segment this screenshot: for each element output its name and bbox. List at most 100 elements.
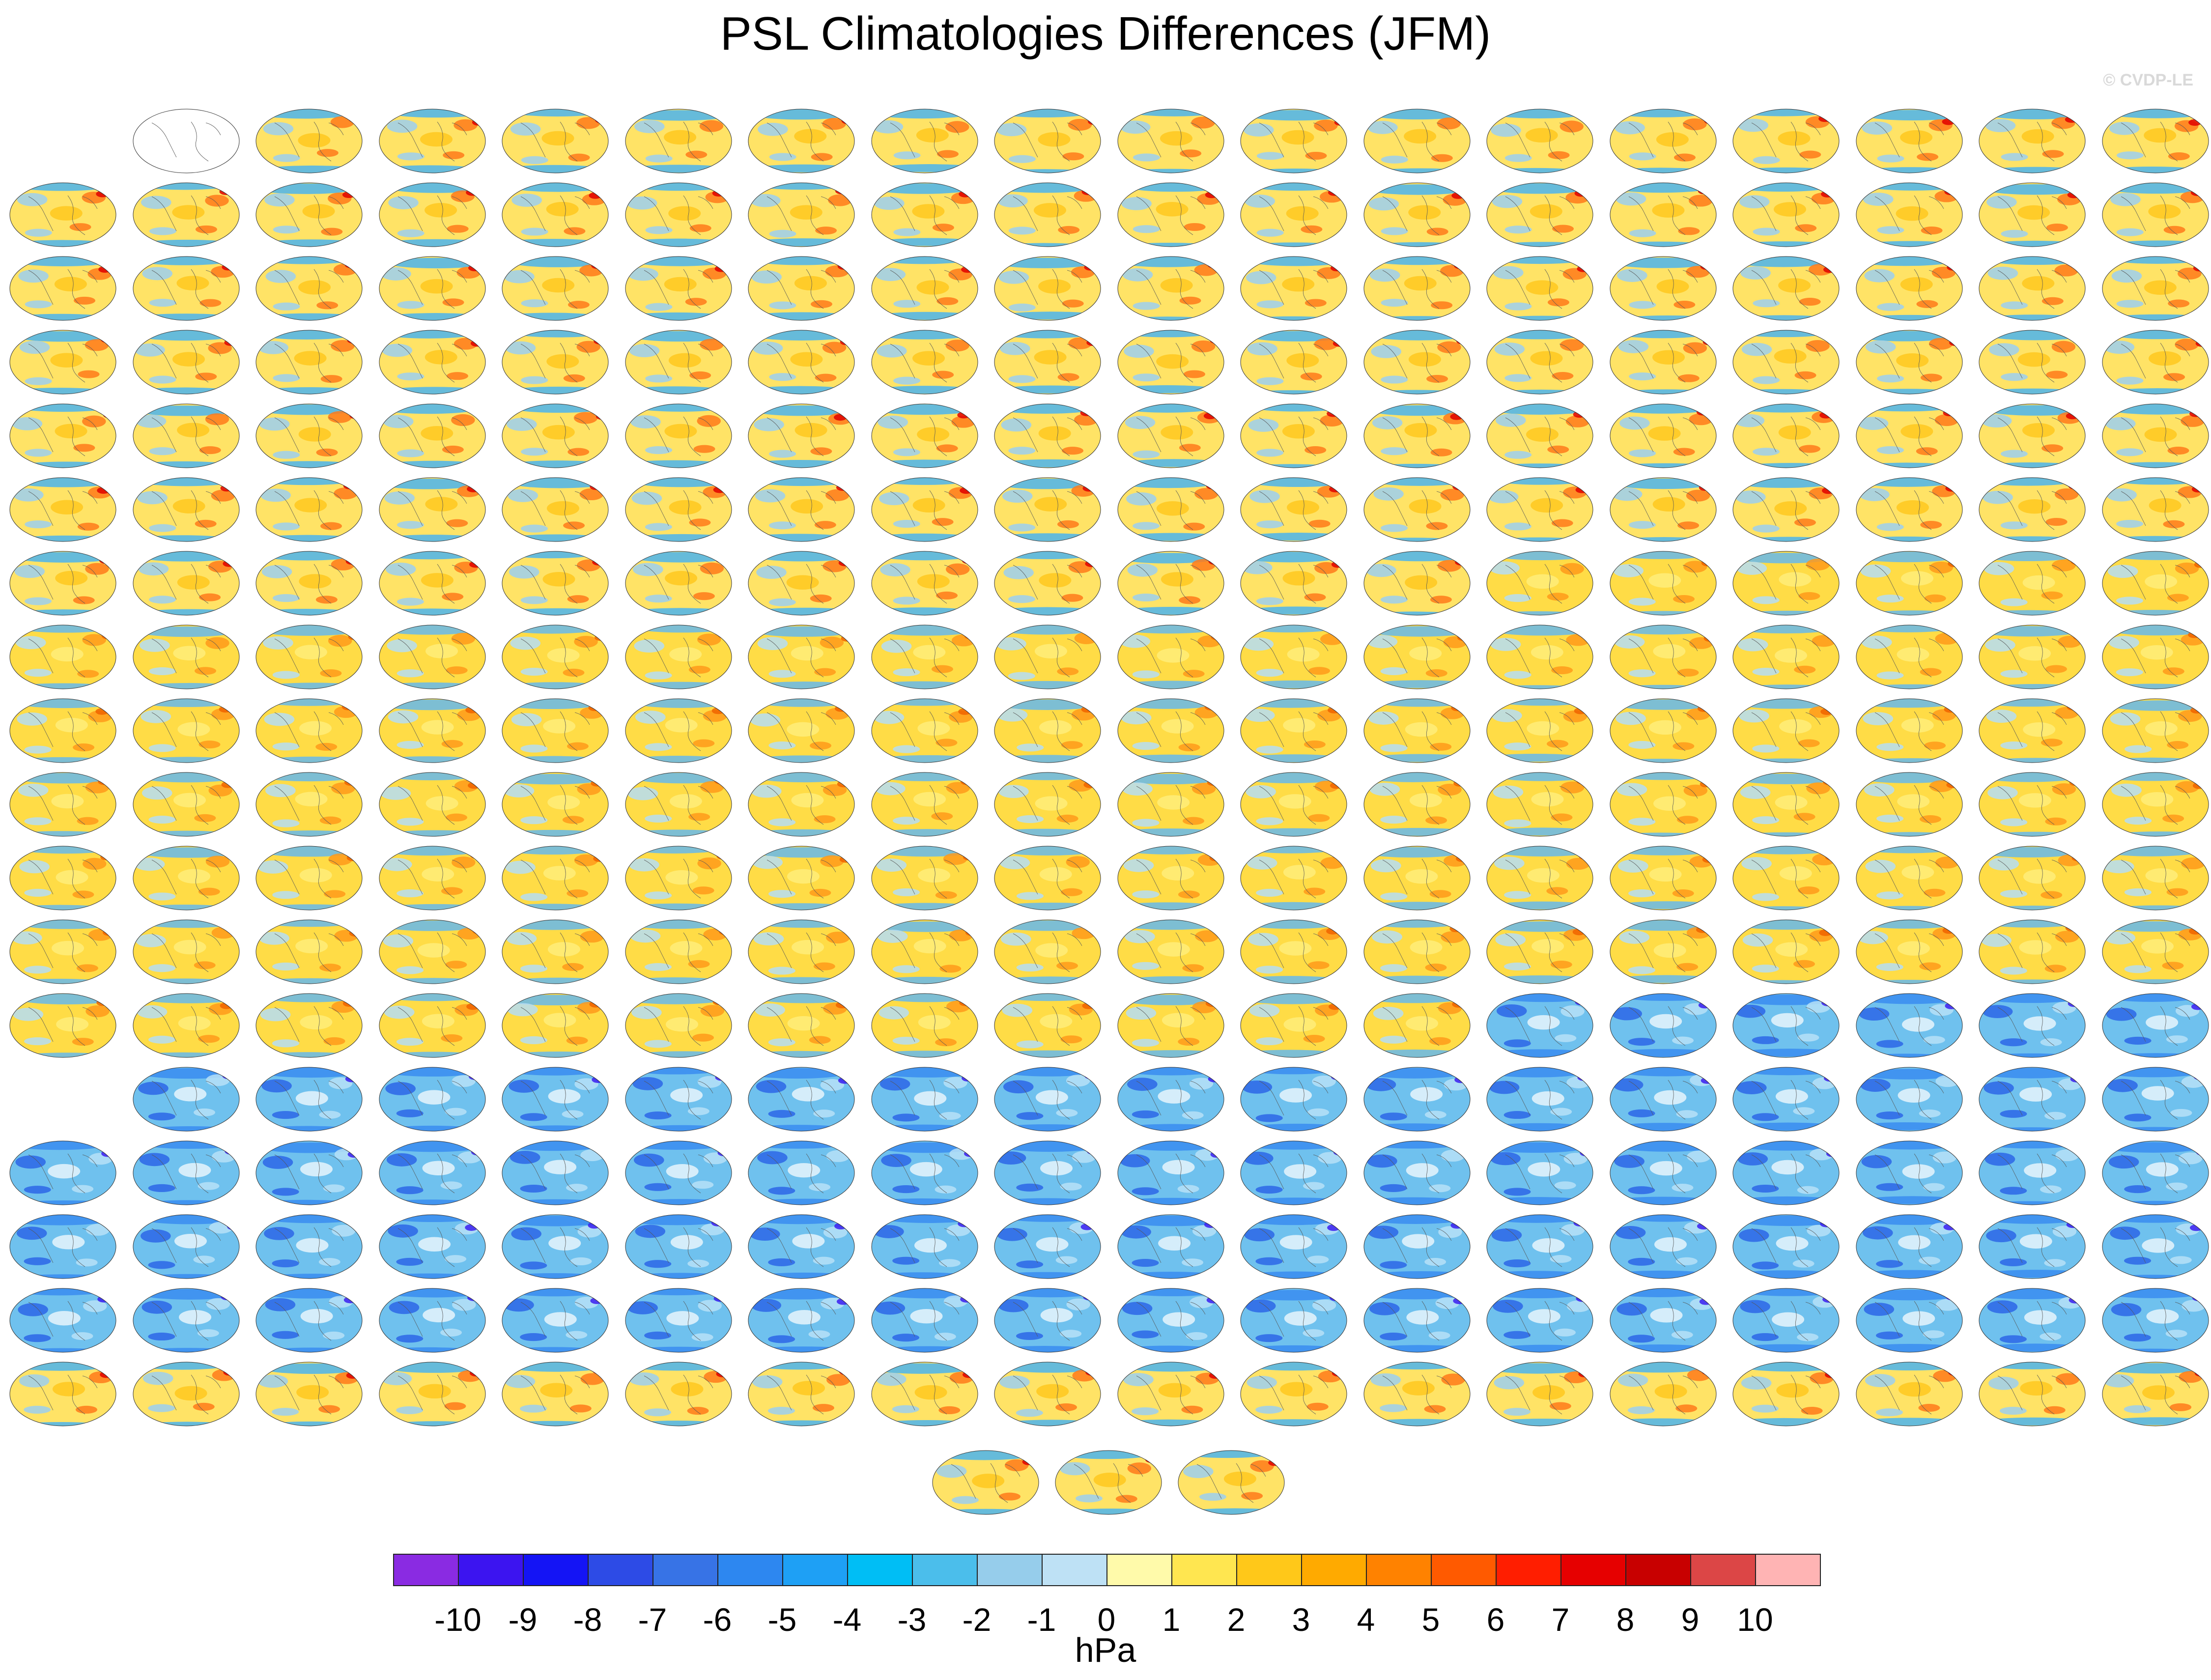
map-panel: [1240, 838, 1348, 911]
map-panel: [993, 617, 1102, 690]
map-panel: [1978, 617, 2086, 690]
map-panel-globe: [255, 698, 363, 763]
map-panel-globe: [1979, 551, 2086, 616]
map-panel-globe: [994, 551, 1101, 616]
map-panel: [2101, 249, 2210, 321]
map-panel: [1978, 912, 2086, 985]
map-panel: [378, 396, 486, 469]
map-panel-globe: [2102, 919, 2209, 984]
map-panel-globe: [2102, 1362, 2209, 1426]
map-panel: [132, 1281, 240, 1353]
map-panel: [747, 470, 855, 542]
map-panel-globe: [255, 1140, 363, 1205]
map-panel: [9, 691, 117, 764]
colorbar-tick-label: -2: [962, 1601, 992, 1638]
map-panel: [1732, 249, 1840, 321]
map-panel: [624, 1281, 733, 1353]
colorbar-box: [782, 1554, 848, 1586]
map-panel-globe: [625, 1362, 732, 1426]
map-panel: [132, 470, 240, 542]
map-panel-globe: [871, 919, 978, 984]
map-panel: [624, 249, 733, 321]
map-panel-globe: [1117, 109, 1224, 173]
map-panel-globe: [1178, 1450, 1285, 1515]
map-panel-globe: [994, 698, 1101, 763]
map-panel-globe: [379, 1362, 485, 1426]
map-panel-globe: [1732, 256, 1840, 321]
map-panel-globe: [871, 330, 978, 395]
map-panel: [871, 1354, 979, 1427]
map-panel: [1732, 765, 1840, 837]
map-panel: [871, 912, 979, 985]
colorbar-tick-label: 6: [1486, 1601, 1505, 1638]
map-panel-globe: [1117, 1362, 1224, 1426]
map-panel: [1363, 249, 1471, 321]
map-panel-globe: [1363, 477, 1470, 542]
map-panel: [624, 175, 733, 248]
map-panel: [501, 396, 609, 469]
map-panel: [1855, 470, 1963, 542]
map-panel-globe: [1363, 1140, 1470, 1205]
map-panel: [9, 986, 117, 1058]
map-panel: [1117, 1133, 1225, 1206]
map-panel-globe: [625, 919, 732, 984]
map-panel-globe: [625, 182, 732, 247]
map-panel-globe: [1856, 1140, 1962, 1205]
map-panel-globe: [379, 477, 485, 542]
map-panel-globe: [9, 330, 116, 395]
map-panel-globe: [994, 403, 1101, 468]
map-panel-globe: [1117, 772, 1224, 837]
map-panel: [1117, 1059, 1225, 1132]
map-panel-globe: [1117, 477, 1224, 542]
map-panel: [255, 396, 363, 469]
map-panel-globe: [255, 846, 363, 911]
map-panel-globe: [255, 919, 363, 984]
map-panel-globe: [9, 1140, 116, 1205]
map-panel: [1609, 617, 1717, 690]
map-panel: [501, 765, 609, 837]
map-panel: [1732, 912, 1840, 985]
map-panel: [624, 1059, 733, 1132]
map-panel: [1732, 543, 1840, 616]
map-panel-globe: [1610, 182, 1716, 247]
map-panel: [747, 396, 855, 469]
map-panel-globe: [1732, 1067, 1840, 1132]
map-panel-globe: [133, 1362, 239, 1426]
map-panel-globe: [1363, 919, 1470, 984]
map-panel: [255, 1354, 363, 1427]
map-panel-globe: [1979, 182, 2086, 247]
map-panel-globe: [2102, 846, 2209, 911]
map-panel-globe: [1240, 109, 1347, 173]
map-panel: [624, 543, 733, 616]
map-panel-globe: [1117, 625, 1224, 689]
map-panel-globe: [748, 919, 855, 984]
map-panel-globe: [994, 1362, 1101, 1426]
map-panel-globe: [9, 919, 116, 984]
map-panel: [255, 838, 363, 911]
map-panel: [1855, 986, 1963, 1058]
map-panel: [1855, 1059, 1963, 1132]
map-panel-globe: [625, 330, 732, 395]
map-panel-globe: [1732, 403, 1840, 468]
map-panel: [1609, 543, 1717, 616]
map-panel: [1732, 838, 1840, 911]
map-panel-globe: [502, 403, 609, 468]
map-panel: [1978, 322, 2086, 395]
map-panel: [132, 765, 240, 837]
map-panel: [993, 543, 1102, 616]
colorbar-box: [1106, 1554, 1172, 1586]
map-panel: [747, 175, 855, 248]
map-panel-globe: [1240, 1067, 1347, 1132]
map-panel-globe: [1486, 330, 1593, 395]
map-panel-globe: [1363, 551, 1470, 616]
map-panel-globe: [748, 772, 855, 837]
map-panel-globe: [1240, 772, 1347, 837]
map-panel: [1978, 396, 2086, 469]
map-panel-globe: [625, 1288, 732, 1353]
map-panel-globe: [1240, 1362, 1347, 1426]
map-panel-globe: [1486, 919, 1593, 984]
map-panel: [1609, 986, 1717, 1058]
map-panel: [1240, 101, 1348, 174]
map-panel: [624, 322, 733, 395]
